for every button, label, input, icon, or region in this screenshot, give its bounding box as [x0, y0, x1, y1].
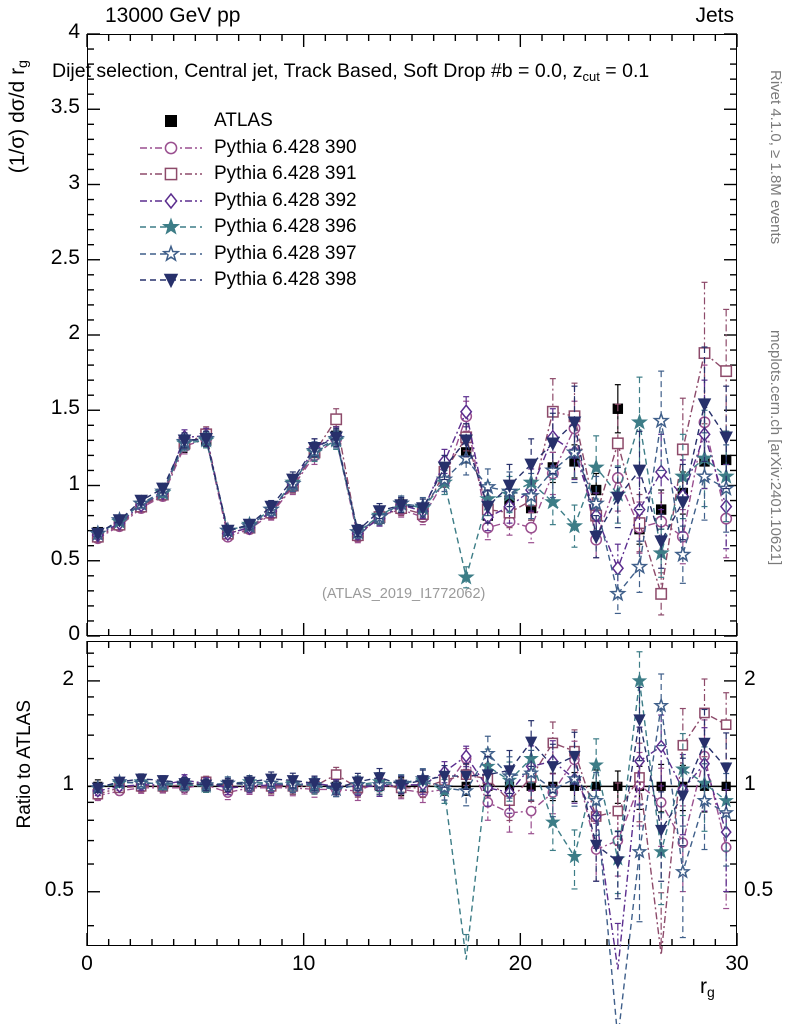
legend-item-3[interactable]: Pythia 6.428 392	[140, 188, 357, 215]
x-tick-10: 10	[291, 952, 316, 975]
legend-item-0[interactable]: ATLAS	[140, 108, 357, 135]
legend-label: Pythia 6.428 397	[214, 242, 357, 264]
main-data-series	[89, 281, 735, 616]
plot-title-subscript: cut	[582, 69, 600, 84]
x-tick-30: 30	[725, 952, 749, 975]
legend-marker-square-open	[140, 162, 202, 186]
x-axis-title: rg	[700, 975, 715, 1000]
legend-item-6[interactable]: Pythia 6.428 398	[140, 267, 357, 294]
plot-title: Dijet selection, Central jet, Track Base…	[52, 60, 649, 84]
legend-marker-square-filled	[140, 109, 202, 133]
y-tick-ratio-right-2: 2	[744, 666, 756, 690]
analysis-id-watermark: (ATLAS_2019_I1772062)	[322, 586, 486, 602]
y-tick-main-1: 1	[68, 471, 80, 495]
y-tick-main-0: 0	[68, 622, 80, 645]
legend-label: Pythia 6.428 396	[214, 216, 357, 238]
legend-label: Pythia 6.428 390	[214, 136, 357, 158]
legend-item-5[interactable]: Pythia 6.428 397	[140, 241, 357, 268]
y-tick-main-1.5: 1.5	[50, 396, 80, 420]
legend-label: Pythia 6.428 392	[214, 189, 357, 211]
ratio-data-series	[89, 651, 735, 1024]
legend: ATLAS Pythia 6.428 390 Pythia 6.428 391 Pyt…	[140, 108, 357, 294]
legend-marker-star-filled	[140, 215, 202, 239]
header-analysis-category: Jets	[695, 4, 734, 27]
y-tick-main-3.5: 3.5	[50, 95, 80, 119]
x-tick-20: 20	[508, 952, 532, 975]
plot-title-prefix: Dijet selection, Central jet, Track Base…	[52, 60, 583, 82]
y-tick-ratio-left-2: 2	[62, 666, 74, 690]
legend-item-2[interactable]: Pythia 6.428 391	[140, 161, 357, 188]
legend-label: Pythia 6.428 398	[214, 269, 357, 291]
ratio-axis-ticks	[86, 641, 738, 946]
y-tick-ratio-left-1: 1	[62, 772, 74, 796]
y-tick-main-2.5: 2.5	[50, 245, 80, 269]
legend-item-1[interactable]: Pythia 6.428 390	[140, 135, 357, 162]
legend-label: Pythia 6.428 391	[214, 163, 357, 185]
y-tick-main-2: 2	[68, 321, 80, 344]
plot-title-suffix: = 0.1	[599, 60, 650, 82]
header-collision-energy: 13000 GeV pp	[105, 4, 241, 27]
y-tick-ratio-right-0.5: 0.5	[744, 877, 774, 901]
legend-marker-star-open	[140, 242, 202, 266]
y-tick-ratio-right-1: 1	[744, 772, 756, 796]
legend-marker-triangle-down	[140, 268, 202, 292]
mcplots-source-label: mcplots.cern.ch [arXiv:2401.10621]	[767, 330, 784, 566]
legend-marker-diamond-open	[140, 189, 202, 213]
y-tick-main-0.5: 0.5	[50, 546, 80, 570]
x-axis-title-sub: g	[707, 984, 715, 1000]
rivet-version-label: Rivet 4.1.0, ≥ 1.8M events	[767, 70, 784, 245]
y-tick-main-3: 3	[68, 170, 80, 194]
legend-marker-circle-open	[140, 136, 202, 160]
x-axis-title-text: r	[700, 975, 707, 998]
x-tick-0: 0	[81, 952, 93, 975]
legend-item-4[interactable]: Pythia 6.428 396	[140, 214, 357, 241]
y-tick-ratio-left-0.5: 0.5	[44, 877, 74, 901]
legend-label: ATLAS	[214, 110, 273, 132]
y-tick-main-4: 4	[68, 20, 80, 43]
